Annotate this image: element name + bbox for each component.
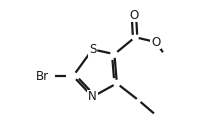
Text: Br: Br: [36, 70, 49, 83]
Text: N: N: [88, 90, 97, 103]
Text: S: S: [89, 43, 96, 56]
Text: O: O: [151, 36, 160, 49]
Text: O: O: [129, 9, 138, 22]
